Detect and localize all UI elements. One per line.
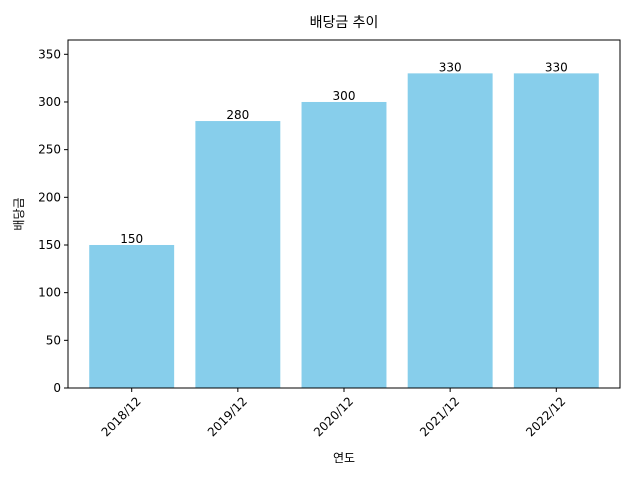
x-tick-label: 2021/12 bbox=[417, 394, 462, 439]
x-tick-label: 2019/12 bbox=[205, 394, 250, 439]
y-tick-label: 0 bbox=[53, 381, 61, 395]
y-tick-label: 50 bbox=[46, 333, 61, 347]
bar-2022-12 bbox=[513, 73, 599, 388]
data-label: 150 bbox=[120, 232, 143, 246]
bar-2020-12 bbox=[301, 101, 387, 389]
x-tick-label: 2018/12 bbox=[99, 394, 144, 439]
bar-2019-12 bbox=[195, 121, 281, 388]
data-labels-group: 150 280 300 330 330 bbox=[120, 60, 568, 246]
data-label: 330 bbox=[545, 60, 568, 74]
y-tick-label: 350 bbox=[38, 47, 61, 61]
x-tick-label: 2020/12 bbox=[311, 394, 356, 439]
y-tick-label: 150 bbox=[38, 238, 61, 252]
data-label: 330 bbox=[439, 60, 462, 74]
y-tick-label: 200 bbox=[38, 190, 61, 204]
data-label: 300 bbox=[333, 89, 356, 103]
y-axis: 0 50 100 150 200 250 300 350 bbox=[38, 47, 68, 395]
plot-frame bbox=[67, 39, 621, 389]
y-tick-label: 300 bbox=[38, 95, 61, 109]
x-axis-label: 연도 bbox=[333, 451, 355, 465]
y-axis-label: 배당금 bbox=[12, 197, 26, 230]
bars-group bbox=[89, 73, 599, 389]
bar-2018-12 bbox=[89, 244, 175, 388]
x-axis: 2018/12 2019/12 2020/12 2021/12 2022/12 bbox=[99, 388, 568, 439]
y-tick-label: 250 bbox=[38, 143, 61, 157]
bar-2021-12 bbox=[407, 73, 493, 388]
x-tick-label: 2022/12 bbox=[523, 394, 568, 439]
data-label: 280 bbox=[226, 108, 249, 122]
chart-title: 배당금 추이 bbox=[310, 15, 379, 31]
y-tick-label: 100 bbox=[38, 286, 61, 300]
